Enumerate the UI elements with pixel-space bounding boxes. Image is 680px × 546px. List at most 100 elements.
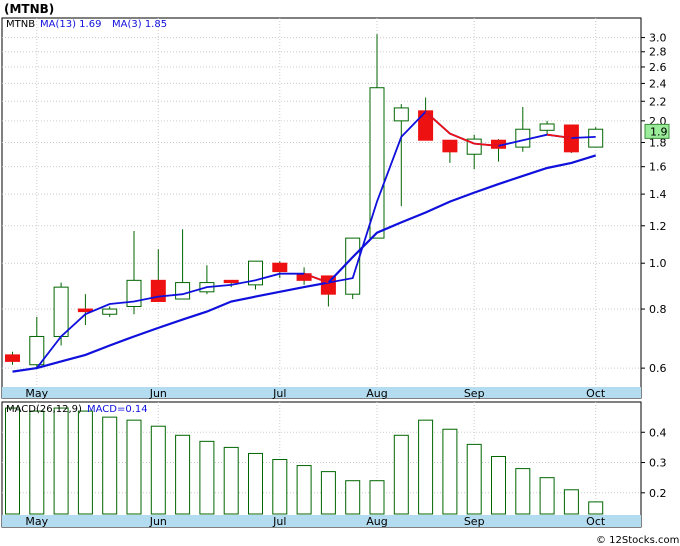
last-price-box: [644, 123, 670, 139]
candle-body-down: [442, 139, 458, 153]
candle: [515, 106, 531, 152]
chart-title: (MTNB): [4, 2, 54, 16]
price-month-strip: [2, 387, 641, 398]
legend-ma13: MA(13) 1.69: [40, 19, 101, 30]
price-tick-label: 1.8: [649, 136, 667, 149]
price-month-label: Aug: [366, 387, 387, 400]
last-price-marker: 1.9: [644, 123, 670, 139]
price-month-label: Oct: [586, 387, 606, 400]
macd-tick-label: 0.4: [649, 426, 667, 439]
macd-month-label: Jun: [149, 515, 167, 528]
price-legend: MTNB MA(13) 1.69 MA(3) 1.85: [6, 19, 167, 30]
price-tick-label: 3.0: [649, 32, 667, 45]
macd-bar: [418, 419, 434, 515]
macd-bar: [296, 465, 312, 515]
candle: [345, 237, 361, 300]
macd-bar: [77, 410, 93, 515]
ma3-falling-segments: [303, 111, 572, 284]
candle: [393, 104, 409, 207]
candle-body-up: [53, 286, 69, 337]
macd-month-label: Aug: [366, 515, 387, 528]
legend-ma3: MA(3) 1.85: [112, 19, 167, 30]
candle-body-up: [369, 87, 385, 239]
price-tick-label: 2.2: [649, 95, 667, 108]
ma3-segment: [546, 133, 572, 139]
ma3-segment: [449, 132, 475, 145]
macd-axis-ticks: 0.2 0.3 0.4: [641, 426, 667, 500]
candle-body-down: [223, 279, 239, 284]
macd-bar: [199, 440, 215, 515]
macd-legend: MACD(26,12,9): [6, 404, 82, 415]
macd-bar: [369, 480, 385, 515]
ma3-segment: [474, 142, 499, 147]
candle-body-down: [272, 262, 288, 273]
price-month-label: Sep: [464, 387, 485, 400]
macd-bar: [175, 434, 191, 515]
macd-bar: [53, 407, 69, 515]
macd-bar: [320, 471, 336, 515]
price-tick-label: 0.8: [649, 303, 667, 316]
macd-bar: [223, 446, 239, 515]
ma3-segment: [303, 272, 329, 284]
candle: [248, 260, 263, 290]
macd-value: MACD=0.14: [87, 404, 148, 415]
macd-bar: [588, 501, 604, 515]
macd-month-label: Oct: [586, 515, 606, 528]
candle-body-up: [102, 308, 118, 315]
macd-bar: [126, 419, 142, 515]
macd-bar: [563, 489, 579, 515]
price-tick-label: 2.6: [649, 61, 667, 74]
candle-body-up: [588, 128, 604, 148]
macd-histogram: [5, 407, 604, 515]
candle-body-down: [5, 354, 20, 362]
macd-bar: [515, 468, 531, 515]
macd-bar: [29, 410, 45, 515]
macd-bar: [5, 407, 20, 515]
candle: [539, 120, 555, 135]
candle: [272, 261, 288, 279]
macd-bar: [393, 434, 409, 515]
macd-bar: [539, 477, 555, 515]
candle: [223, 279, 239, 288]
price-tick-label: 1.4: [649, 188, 667, 201]
candle-body-up: [345, 237, 361, 295]
price-month-label: Jun: [149, 387, 167, 400]
candle-body-up: [175, 282, 191, 300]
macd-month-label: Jul: [272, 515, 286, 528]
macd-bar: [345, 480, 361, 515]
macd-tick-label: 0.2: [649, 487, 667, 500]
macd-month-labels: May Jun Jul Aug Sep Oct: [25, 515, 605, 528]
macd-bar: [150, 425, 166, 515]
price-panel: May Jun Jul Aug Sep Oct 0.6 0.8 1.0 1.2 1.4 1.6 1.8…: [1, 17, 670, 400]
macd-bar: [466, 443, 482, 515]
candle: [5, 351, 20, 365]
candle: [442, 139, 458, 163]
price-tick-label: 0.6: [649, 362, 667, 375]
legend-symbol: MTNB: [6, 19, 35, 30]
macd-bar: [272, 459, 288, 515]
candle-body-up: [539, 123, 555, 131]
macd-bar: [442, 428, 458, 515]
macd-bar: [248, 452, 263, 515]
macd-tick-label: 0.3: [649, 457, 667, 470]
last-price-label: 1.9: [650, 125, 668, 138]
macd-month-strip: [2, 515, 641, 527]
macd-bar: [491, 455, 506, 515]
price-axis-ticks: 0.60.81.01.21.41.61.82.02.22.42.62.83.0: [641, 32, 667, 375]
price-panel-frame: [1, 17, 642, 399]
ma3-segment: [424, 111, 451, 135]
price-tick-label: 1.2: [649, 220, 667, 233]
macd-panel: May Jun Jul Aug Sep Oct 0.2 0.3 0.4 MACD(26,12,…: [1, 401, 667, 528]
candle-body-up: [29, 335, 45, 366]
candle: [29, 316, 45, 369]
candle: [563, 124, 579, 154]
price-month-label: May: [25, 387, 48, 400]
ma13-line: [12, 154, 597, 373]
macd-month-label: Sep: [464, 515, 485, 528]
price-tick-label: 2.4: [649, 77, 667, 90]
price-tick-label: 1.0: [649, 257, 667, 270]
price-tick-label: 2.8: [649, 46, 667, 59]
price-tick-label: 1.6: [649, 161, 667, 174]
watermark: © 12Stocks.com: [596, 535, 679, 546]
